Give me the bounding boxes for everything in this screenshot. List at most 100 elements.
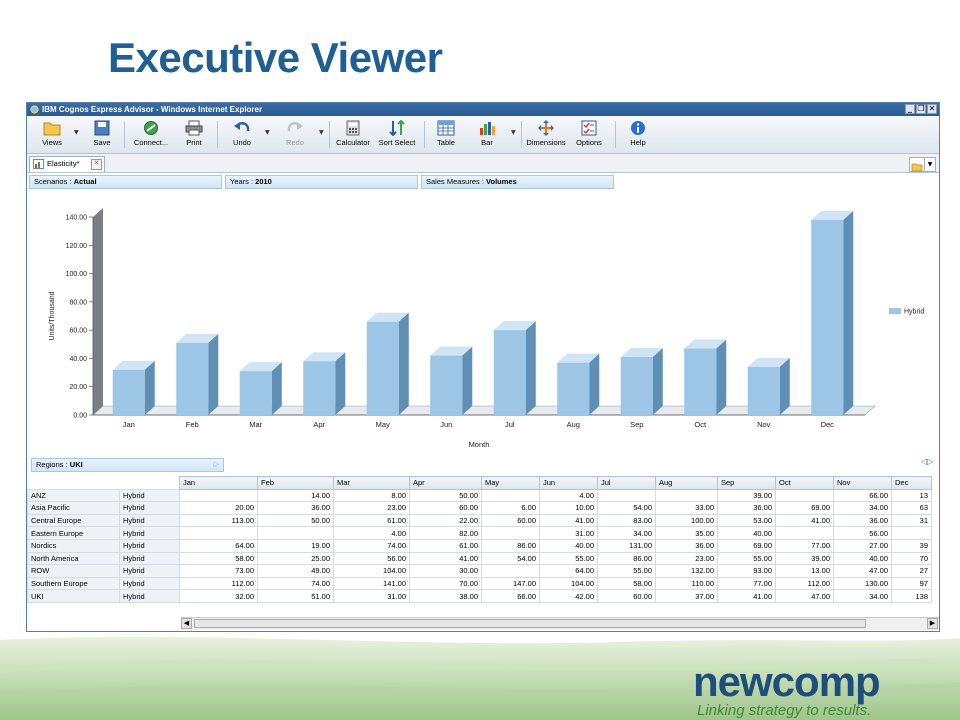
table-cell[interactable]: 4.00: [539, 488, 598, 503]
table-cell[interactable]: 14.00: [257, 488, 334, 503]
table-cell[interactable]: [597, 488, 656, 503]
table-cell[interactable]: 53.00: [717, 513, 776, 528]
table-cell[interactable]: 36.00: [833, 513, 892, 528]
restore-icon[interactable]: ❐: [916, 104, 926, 114]
table-cell[interactable]: 141.00: [333, 576, 410, 591]
row-product-label[interactable]: Hybrid: [119, 564, 180, 578]
column-header[interactable]: Apr: [409, 476, 482, 490]
row-product-label[interactable]: Hybrid: [119, 538, 180, 553]
tab-elasticity[interactable]: Elasticity* ✕: [29, 156, 105, 172]
row-product-label[interactable]: Hybrid: [119, 526, 180, 540]
table-cell[interactable]: 36.00: [717, 501, 776, 515]
table-cell[interactable]: 74.00: [333, 538, 410, 553]
table-cell[interactable]: 69.00: [775, 501, 834, 515]
column-header[interactable]: Aug: [655, 476, 718, 490]
table-cell[interactable]: 34.00: [833, 589, 892, 603]
chevron-down-icon[interactable]: ▼: [74, 129, 79, 136]
table-cell[interactable]: 61.00: [333, 513, 410, 528]
row-region-label[interactable]: North America: [27, 551, 120, 566]
scrollbar-thumb[interactable]: [194, 619, 866, 628]
views-button[interactable]: Views: [35, 118, 69, 151]
table-cell[interactable]: 42.00: [539, 589, 598, 603]
table-cell[interactable]: 27.00: [833, 538, 892, 553]
table-cell[interactable]: 86.00: [481, 538, 540, 553]
table-cell[interactable]: 41.00: [539, 513, 598, 528]
table-cell[interactable]: [481, 488, 540, 503]
table-cell[interactable]: 55.00: [539, 551, 598, 566]
bar-button[interactable]: Bar: [470, 118, 504, 151]
table-cell[interactable]: 10.00: [539, 501, 598, 515]
close-icon[interactable]: ✕: [927, 104, 937, 114]
column-header[interactable]: Feb: [257, 476, 334, 490]
table-cell[interactable]: 31.00: [333, 589, 410, 603]
table-cell[interactable]: 6.00: [481, 501, 540, 515]
table-cell[interactable]: 70.00: [409, 576, 482, 591]
table-cell[interactable]: 66.00: [481, 589, 540, 603]
page-nav-arrows-icon[interactable]: ◁▷: [921, 457, 934, 466]
table-cell[interactable]: 82.00: [409, 526, 482, 540]
row-region-label[interactable]: Nordics: [27, 538, 120, 553]
row-region-label[interactable]: ANZ: [27, 488, 120, 503]
table-cell[interactable]: 100.00: [655, 513, 718, 528]
table-cell[interactable]: 55.00: [717, 551, 776, 566]
row-product-label[interactable]: Hybrid: [119, 589, 180, 603]
table-cell[interactable]: 104.00: [333, 564, 410, 578]
calculator-button[interactable]: Calculator: [334, 118, 372, 151]
regions-filter[interactable]: Regions : UKI ▷: [31, 458, 224, 472]
column-header[interactable]: Dec: [891, 476, 932, 490]
table-cell[interactable]: 131.00: [597, 538, 656, 553]
table-cell[interactable]: 112.00: [179, 576, 258, 591]
table-cell[interactable]: [891, 526, 932, 540]
table-cell[interactable]: 70: [891, 551, 932, 566]
table-cell[interactable]: 8.00: [333, 488, 410, 503]
table-cell[interactable]: 56.00: [333, 551, 410, 566]
table-cell[interactable]: 97: [891, 576, 932, 591]
sort-select-button[interactable]: Sort Select: [375, 118, 419, 151]
table-cell[interactable]: 34.00: [833, 501, 892, 515]
table-cell[interactable]: 138: [891, 589, 932, 603]
table-cell[interactable]: [179, 488, 258, 503]
table-cell[interactable]: 50.00: [409, 488, 482, 503]
table-cell[interactable]: 104.00: [539, 576, 598, 591]
row-product-label[interactable]: Hybrid: [119, 576, 180, 591]
row-region-label[interactable]: UKI: [27, 589, 120, 603]
tab-close-icon[interactable]: ✕: [91, 159, 102, 170]
table-cell[interactable]: 130.00: [833, 576, 892, 591]
row-product-label[interactable]: Hybrid: [119, 513, 180, 528]
table-cell[interactable]: 31: [891, 513, 932, 528]
table-cell[interactable]: [179, 526, 258, 540]
table-cell[interactable]: [655, 488, 718, 503]
open-folder-button[interactable]: [909, 157, 925, 172]
table-cell[interactable]: 27: [891, 564, 932, 578]
table-cell[interactable]: 86.00: [597, 551, 656, 566]
row-product-label[interactable]: Hybrid: [119, 488, 180, 503]
column-header[interactable]: Oct: [775, 476, 834, 490]
table-cell[interactable]: 61.00: [409, 538, 482, 553]
row-product-label[interactable]: Hybrid: [119, 501, 180, 515]
row-product-label[interactable]: Hybrid: [119, 551, 180, 566]
table-cell[interactable]: 64.00: [179, 538, 258, 553]
scroll-right-icon[interactable]: ▶: [927, 618, 938, 629]
table-cell[interactable]: 30.00: [409, 564, 482, 578]
table-cell[interactable]: 39.00: [717, 488, 776, 503]
table-cell[interactable]: 34.00: [597, 526, 656, 540]
table-cell[interactable]: [481, 526, 540, 540]
table-cell[interactable]: 40.00: [539, 538, 598, 553]
column-header[interactable]: Jun: [539, 476, 598, 490]
table-cell[interactable]: 33.00: [655, 501, 718, 515]
table-cell[interactable]: 93.00: [717, 564, 776, 578]
tab-menu-button[interactable]: ▼: [924, 157, 936, 172]
column-header[interactable]: Nov: [833, 476, 892, 490]
table-cell[interactable]: 36.00: [257, 501, 334, 515]
table-cell[interactable]: 58.00: [179, 551, 258, 566]
row-region-label[interactable]: ROW: [27, 564, 120, 578]
connect-button[interactable]: Connect...: [129, 118, 173, 151]
scenarios-filter[interactable]: Scenarios : Actual: [29, 175, 222, 189]
row-region-label[interactable]: Southern Europe: [27, 576, 120, 591]
table-cell[interactable]: 47.00: [833, 564, 892, 578]
table-cell[interactable]: 20.00: [179, 501, 258, 515]
table-cell[interactable]: 132.00: [655, 564, 718, 578]
table-cell[interactable]: 55.00: [597, 564, 656, 578]
table-cell[interactable]: 13.00: [775, 564, 834, 578]
table-cell[interactable]: 64.00: [539, 564, 598, 578]
